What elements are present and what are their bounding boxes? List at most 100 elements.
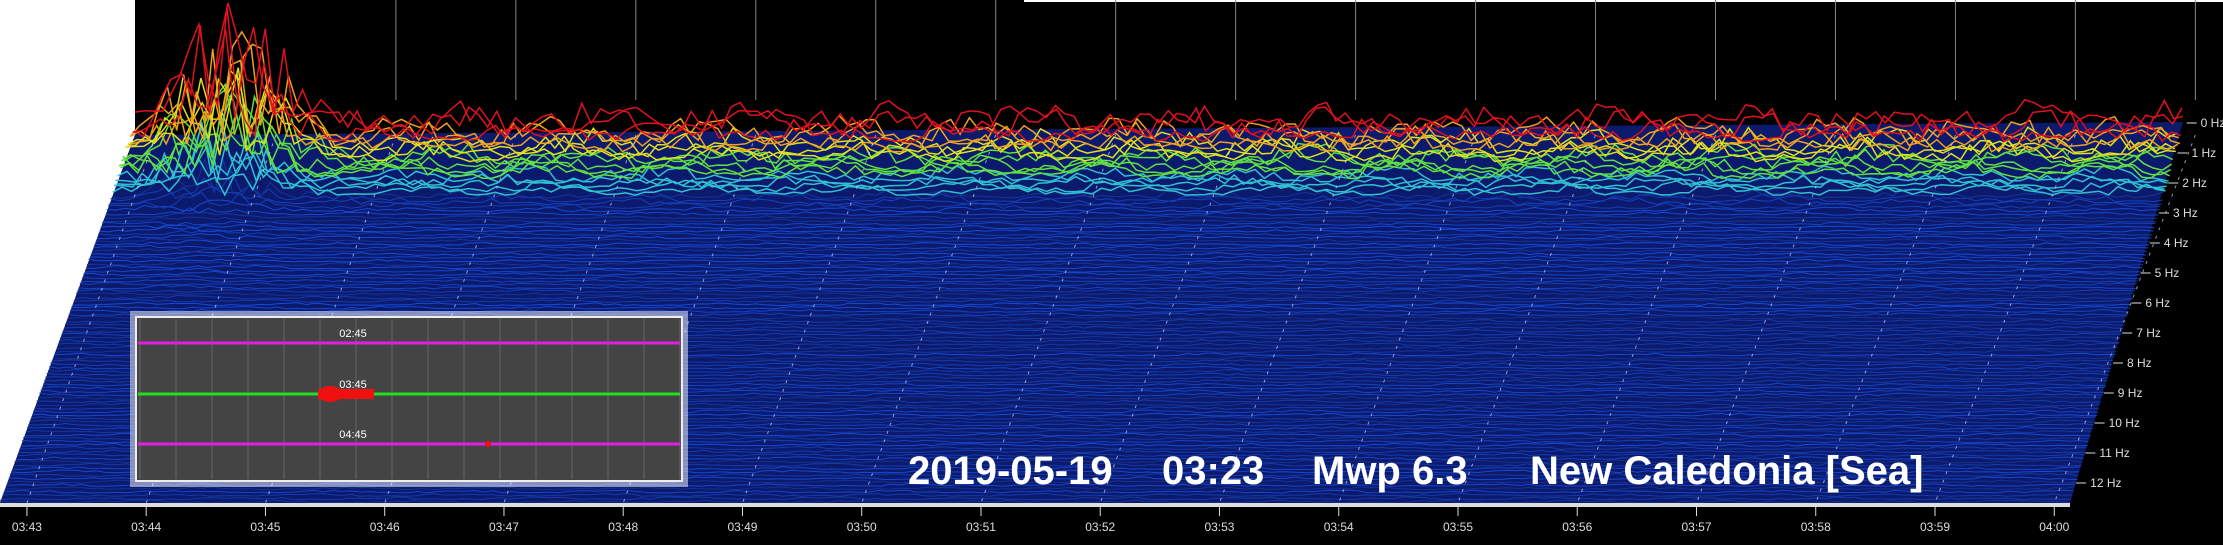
inset-label: 02:45 bbox=[339, 328, 367, 340]
trace bbox=[85, 264, 2142, 270]
corner-blank bbox=[0, 0, 135, 503]
time-label: 03:46 bbox=[370, 520, 400, 534]
time-label: 04:00 bbox=[2039, 520, 2069, 534]
trace bbox=[114, 140, 2166, 193]
trace bbox=[87, 261, 2143, 267]
time-label: 03:59 bbox=[1920, 520, 1950, 534]
trace bbox=[80, 278, 2138, 283]
frequency-label: 4 Hz bbox=[2164, 236, 2189, 250]
frequency-label: 10 Hz bbox=[2109, 416, 2140, 430]
time-grid-line bbox=[1338, 134, 1477, 504]
time-grid-line bbox=[2053, 134, 2196, 504]
trace bbox=[107, 191, 2161, 210]
trace bbox=[104, 211, 2158, 220]
time-grid-line bbox=[1815, 134, 1956, 504]
frequency-label: 12 Hz bbox=[2090, 476, 2121, 490]
inset-grid bbox=[139, 319, 681, 479]
time-label: 03:47 bbox=[489, 520, 519, 534]
trace bbox=[112, 163, 2165, 197]
trace bbox=[118, 108, 2170, 180]
trace bbox=[117, 112, 2169, 183]
trace bbox=[134, 2, 2184, 137]
trace bbox=[4, 486, 2075, 491]
trace bbox=[111, 157, 2164, 200]
inset-label: 04:45 bbox=[339, 429, 367, 441]
trace bbox=[109, 185, 2162, 206]
top-strip bbox=[1024, 0, 2223, 2]
frequency-label: 8 Hz bbox=[2127, 356, 2152, 370]
trace bbox=[78, 284, 2136, 290]
time-label: 03:43 bbox=[12, 520, 42, 534]
inset-event bbox=[318, 389, 374, 399]
time-grid-line bbox=[741, 134, 877, 504]
inset: 02:45 03:45 04:45 bbox=[130, 311, 688, 487]
trace bbox=[77, 288, 2135, 293]
trace bbox=[0, 499, 2071, 504]
inset-event bbox=[485, 441, 491, 447]
trace bbox=[96, 233, 2152, 240]
caption-time: 03:23 bbox=[1162, 449, 1264, 493]
trace bbox=[116, 126, 2168, 187]
time-label: 03:50 bbox=[847, 520, 877, 534]
trace bbox=[89, 254, 2146, 260]
frequency-label: 7 Hz bbox=[2136, 326, 2161, 340]
trace bbox=[103, 216, 2157, 223]
time-grid-line bbox=[1934, 134, 2076, 504]
frequency-label: 1 Hz bbox=[2191, 146, 2216, 160]
frequency-label: 11 Hz bbox=[2099, 446, 2129, 460]
trace bbox=[91, 247, 2148, 253]
trace bbox=[98, 228, 2153, 236]
time-grid-line bbox=[26, 134, 157, 504]
trace bbox=[83, 270, 2140, 277]
time-label: 03:48 bbox=[608, 520, 638, 534]
trace bbox=[73, 298, 2132, 303]
grid bbox=[395, 0, 2196, 100]
axes: 03:43 03:44 03:45 03:46 03:47 03:48 03:49 03:50… bbox=[0, 116, 2223, 534]
time-grid-line bbox=[861, 134, 997, 504]
time-label: 03:56 bbox=[1562, 520, 1592, 534]
caption-region: New Caledonia [Sea] bbox=[1530, 449, 1923, 493]
frequency-label: 5 Hz bbox=[2155, 266, 2180, 280]
time-label: 03:53 bbox=[1204, 520, 1234, 534]
frequency-label: 2 Hz bbox=[2182, 176, 2207, 190]
time-label: 03:49 bbox=[727, 520, 757, 534]
time-grid-line bbox=[1457, 134, 1597, 504]
trace bbox=[76, 292, 2134, 297]
trace bbox=[110, 170, 2163, 203]
trace bbox=[72, 301, 2131, 307]
time-label: 03:57 bbox=[1681, 520, 1711, 534]
trace bbox=[132, 27, 2182, 143]
time-label: 03:58 bbox=[1801, 520, 1831, 534]
trace bbox=[133, 7, 2183, 140]
inset-label: 03:45 bbox=[339, 379, 367, 391]
trace bbox=[123, 93, 2174, 166]
trace bbox=[90, 250, 2147, 256]
frequency-label: 0 Hz bbox=[2201, 116, 2223, 130]
trace bbox=[105, 207, 2159, 216]
trace bbox=[101, 220, 2156, 226]
time-label: 03:54 bbox=[1324, 520, 1354, 534]
trace bbox=[2, 492, 2073, 497]
trace bbox=[71, 305, 2130, 310]
trace bbox=[1, 496, 2072, 501]
trace bbox=[82, 275, 2139, 280]
trace bbox=[115, 149, 2167, 190]
frequency-label: 9 Hz bbox=[2118, 386, 2143, 400]
time-axis bbox=[0, 503, 2070, 507]
time-grid-line bbox=[980, 134, 1117, 504]
time-grid-line bbox=[1219, 134, 1357, 504]
time-label: 03:44 bbox=[131, 520, 161, 534]
trace bbox=[100, 224, 2155, 230]
time-grid-line bbox=[1696, 134, 1836, 504]
trace bbox=[93, 244, 2149, 250]
frequency-label: 3 Hz bbox=[2173, 206, 2198, 220]
time-grid-line bbox=[1576, 134, 1716, 504]
frequency-label: 6 Hz bbox=[2145, 296, 2170, 310]
trace bbox=[79, 281, 2137, 287]
time-label: 03:51 bbox=[966, 520, 996, 534]
caption-magnitude: Mwp 6.3 bbox=[1312, 449, 1468, 493]
trace bbox=[99, 226, 2154, 233]
inset-glow bbox=[130, 311, 688, 487]
trace bbox=[94, 239, 2150, 246]
